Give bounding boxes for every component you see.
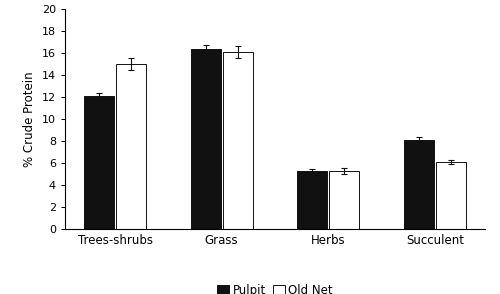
Bar: [222, 52, 252, 229]
Bar: [436, 162, 466, 229]
Bar: [404, 140, 434, 229]
Y-axis label: % Crude Protein: % Crude Protein: [24, 71, 36, 167]
Bar: [298, 171, 328, 229]
Bar: [190, 49, 220, 229]
Bar: [330, 171, 360, 229]
Legend: Pulpit, Old Net: Pulpit, Old Net: [217, 284, 333, 294]
Bar: [84, 96, 114, 229]
Bar: [116, 64, 146, 229]
